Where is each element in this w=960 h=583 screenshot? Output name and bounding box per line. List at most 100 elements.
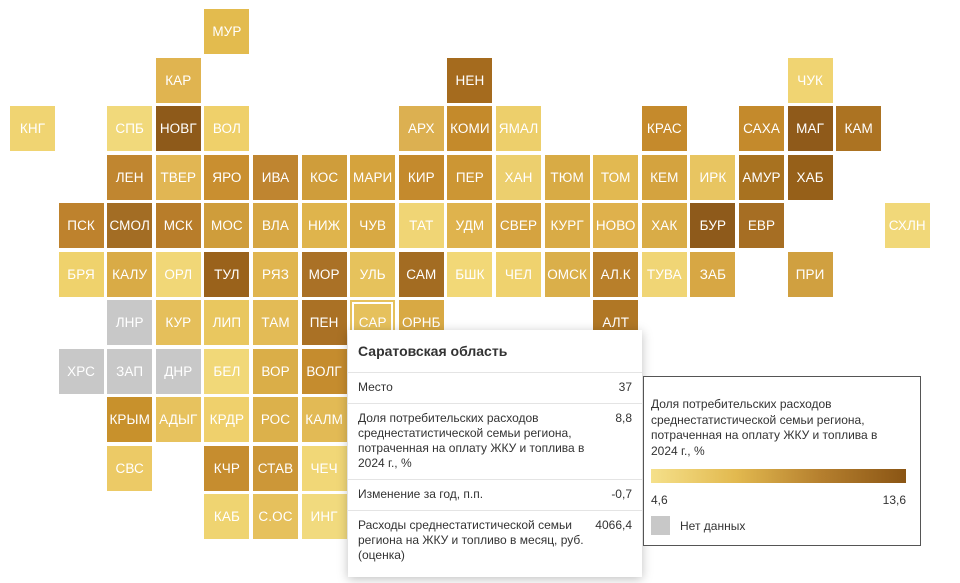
region-tile[interactable]: БЕЛ (204, 348, 250, 394)
region-tile[interactable]: МАГ (787, 106, 833, 151)
region-tile[interactable]: МАРИ (350, 154, 396, 200)
region-tile[interactable]: ВЛА (253, 203, 298, 248)
region-tile[interactable]: ТВЕР (155, 154, 201, 200)
region-tile[interactable]: КАБ (204, 494, 250, 539)
region-tile[interactable]: ДНР (155, 348, 201, 394)
region-tile[interactable]: ИВА (253, 154, 298, 200)
region-tile[interactable]: КРЫМ (107, 397, 153, 442)
region-tile[interactable]: КАМ (836, 106, 882, 151)
map-legend: Доля потребительских расходов среднестат… (643, 376, 921, 546)
region-tile[interactable]: СМОЛ (107, 203, 153, 248)
region-tile[interactable]: БШК (447, 251, 493, 297)
tooltip-row-rank: Место 37 (348, 372, 642, 403)
tooltip-value: -0,7 (611, 487, 632, 501)
tooltip-value: 4066,4 (595, 518, 632, 532)
region-tile[interactable]: КОМИ (447, 106, 493, 151)
region-tile[interactable]: АМУР (739, 154, 784, 200)
region-tile[interactable]: ВОР (253, 348, 298, 394)
region-tile[interactable]: НОВГ (155, 106, 201, 151)
region-tile[interactable]: НЕН (447, 57, 493, 103)
tooltip-label: Место (358, 380, 393, 394)
region-tile[interactable]: СВС (107, 445, 153, 491)
region-tile[interactable]: ЛЕН (107, 154, 153, 200)
region-tile[interactable]: КУРГ (544, 203, 590, 248)
region-tile[interactable]: ОМСК (544, 251, 590, 297)
region-tile[interactable]: ЗАП (107, 348, 153, 394)
region-tile[interactable]: ИНГ (301, 494, 347, 539)
region-tile[interactable]: КИР (398, 154, 444, 200)
region-tile[interactable]: КРДР (204, 397, 250, 442)
region-tile[interactable]: ПРИ (787, 251, 833, 297)
tooltip-value: 8,8 (615, 411, 632, 425)
region-tile[interactable]: ХАН (496, 154, 541, 200)
region-tile[interactable]: КЧР (204, 445, 250, 491)
region-tile[interactable]: УЛЬ (350, 251, 396, 297)
region-tile[interactable]: ЛНР (107, 300, 153, 345)
region-tile[interactable]: С.ОС (253, 494, 298, 539)
region-tile[interactable]: УДМ (447, 203, 493, 248)
region-tile[interactable]: ЧУВ (350, 203, 396, 248)
region-tile[interactable]: КАР (155, 57, 201, 103)
region-tile[interactable]: КОС (301, 154, 347, 200)
region-tile[interactable]: МОС (204, 203, 250, 248)
region-tile[interactable]: ПСК (58, 203, 104, 248)
region-tile[interactable]: АРХ (398, 106, 444, 151)
region-tile[interactable]: КАЛМ (301, 397, 347, 442)
region-tile[interactable]: МОР (301, 251, 347, 297)
region-tile[interactable]: ТЮМ (544, 154, 590, 200)
region-tile[interactable]: СПБ (107, 106, 153, 151)
legend-min-label: 4,6 (651, 493, 668, 507)
region-tile[interactable]: БРЯ (58, 251, 104, 297)
tooltip-title: Саратовская область (358, 343, 508, 359)
legend-nodata-label: Нет данных (680, 518, 746, 533)
region-tile[interactable]: ПЕН (301, 300, 347, 345)
region-tile[interactable]: РЯЗ (253, 251, 298, 297)
region-tile[interactable]: СХЛН (884, 203, 930, 248)
region-tile[interactable]: ТУЛ (204, 251, 250, 297)
region-tile[interactable]: КЕМ (641, 154, 687, 200)
region-tile[interactable]: ТУВА (641, 251, 687, 297)
tooltip-label: Доля потребительских расходов среднестат… (358, 411, 585, 470)
region-tile[interactable]: БУР (690, 203, 736, 248)
region-tile[interactable]: ХРС (58, 348, 104, 394)
tooltip-row-expenses: Расходы среднестатистической семьи регио… (348, 510, 642, 571)
region-tile[interactable]: КРАС (641, 106, 687, 151)
tooltip-row-share: Доля потребительских расходов среднестат… (348, 403, 642, 479)
region-tile[interactable]: ЯМАЛ (496, 106, 541, 151)
region-tile[interactable]: РОС (253, 397, 298, 442)
region-tile[interactable]: ХАБ (787, 154, 833, 200)
region-tile[interactable]: КНГ (10, 106, 55, 151)
region-tile[interactable]: КУР (155, 300, 201, 345)
region-tile[interactable]: ХАК (641, 203, 687, 248)
region-tile[interactable]: МУР (204, 9, 250, 54)
region-tile[interactable]: ВОЛГ (301, 348, 347, 394)
tooltip-value: 37 (618, 380, 632, 394)
region-tile[interactable]: ОРЛ (155, 251, 201, 297)
region-tile[interactable]: НИЖ (301, 203, 347, 248)
region-tile[interactable]: ЧЕЧ (301, 445, 347, 491)
region-tile[interactable]: ЗАБ (690, 251, 736, 297)
region-tile[interactable]: ИРК (690, 154, 736, 200)
region-tile[interactable]: ЛИП (204, 300, 250, 345)
region-tile[interactable]: ЕВР (739, 203, 784, 248)
region-tile[interactable]: ТОМ (593, 154, 639, 200)
region-tile[interactable]: ТАМ (253, 300, 298, 345)
region-tile[interactable]: СВЕР (496, 203, 541, 248)
region-tile[interactable]: ПЕР (447, 154, 493, 200)
region-tile[interactable]: ЯРО (204, 154, 250, 200)
region-tile[interactable]: НОВО (593, 203, 639, 248)
region-tile[interactable]: ЧЕЛ (496, 251, 541, 297)
region-tile[interactable]: ЧУК (787, 57, 833, 103)
legend-title: Доля потребительских расходов среднестат… (651, 397, 878, 458)
region-tile[interactable]: САМ (398, 251, 444, 297)
region-tile[interactable]: ТАТ (398, 203, 444, 248)
region-tile[interactable]: СТАВ (253, 445, 298, 491)
region-tile[interactable]: САХА (739, 106, 784, 151)
region-tile[interactable]: АДЫГ (155, 397, 201, 442)
region-tile[interactable]: МСК (155, 203, 201, 248)
region-tile[interactable]: АЛ.К (593, 251, 639, 297)
region-tile[interactable]: КАЛУ (107, 251, 153, 297)
legend-max-label: 13,6 (882, 493, 906, 507)
region-tile[interactable]: ВОЛ (204, 106, 250, 151)
